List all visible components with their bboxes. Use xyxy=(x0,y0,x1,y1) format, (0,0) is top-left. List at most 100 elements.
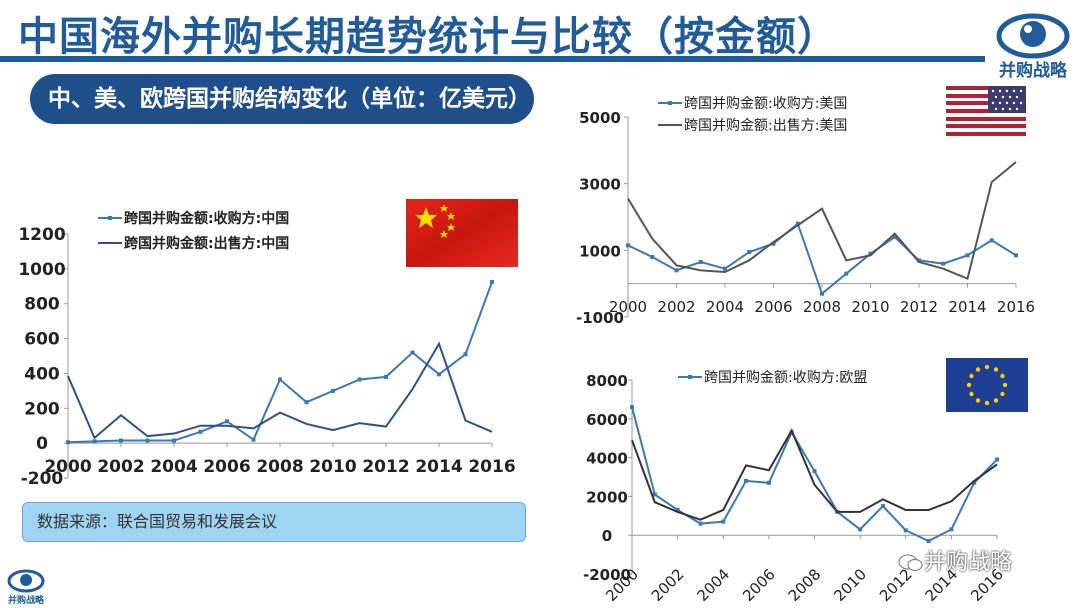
data-point xyxy=(965,253,970,258)
data-point xyxy=(630,405,634,410)
x-tick-label: 2006 xyxy=(739,565,779,605)
data-point xyxy=(995,457,999,462)
series-line xyxy=(631,406,998,543)
logo-text: 并购战略 xyxy=(999,60,1068,81)
data-point xyxy=(721,519,726,524)
x-tick-label: 2004 xyxy=(150,457,197,477)
y-tick-label: 1000 xyxy=(579,242,621,260)
data-point xyxy=(820,291,824,296)
data-point xyxy=(463,352,468,357)
data-point xyxy=(490,279,494,284)
data-point xyxy=(198,429,203,434)
data-point xyxy=(892,235,897,239)
x-tick-label: 2004 xyxy=(706,298,744,316)
eye-logo-small-icon: 并购战略 xyxy=(7,569,45,606)
legend-marker xyxy=(108,216,112,220)
eye-logo-icon: 并购战略 xyxy=(996,13,1070,81)
watermark-text: 并购战略 xyxy=(924,550,1013,575)
y-tick-label: 400 xyxy=(24,364,60,384)
page-title: 中国海外并购长期趋势统计与比较（按金额） xyxy=(18,14,838,60)
x-tick-label: 2000 xyxy=(44,457,91,477)
data-source-note: 数据来源：联合国贸易和发展会议 xyxy=(22,502,526,542)
x-tick-label: 2010 xyxy=(830,565,870,605)
x-tick-label: 2016 xyxy=(997,298,1035,316)
data-point xyxy=(304,400,309,405)
data-point xyxy=(698,260,703,264)
data-point xyxy=(626,243,630,248)
data-point xyxy=(972,480,977,485)
legend-label: 跨国并购金额:收购方:欧盟 xyxy=(704,370,867,386)
y-tick-label: 200 xyxy=(24,399,60,419)
y-tick-label: 5000 xyxy=(579,109,621,127)
x-tick-label: 2014 xyxy=(415,457,462,477)
data-point xyxy=(119,438,123,443)
y-tick-label: 0 xyxy=(36,434,48,454)
legend-label: 跨国并购金额:收购方:美国 xyxy=(684,96,847,112)
data-point xyxy=(652,492,657,497)
y-tick-label: 800 xyxy=(24,295,60,315)
legend-label: 跨国并购金额:出售方:中国 xyxy=(124,235,289,252)
x-tick-label: 2002 xyxy=(657,298,695,316)
data-point xyxy=(225,419,229,424)
data-point xyxy=(844,271,849,276)
x-tick-label: 2012 xyxy=(362,457,409,477)
data-point xyxy=(744,478,749,483)
data-point xyxy=(251,437,256,442)
x-tick-label: 2002 xyxy=(648,565,688,605)
eu-flag-icon xyxy=(946,358,1028,412)
x-tick-label: 2008 xyxy=(803,298,841,316)
x-tick-label: 2014 xyxy=(948,298,986,316)
x-tick-label: 2010 xyxy=(851,298,889,316)
data-point xyxy=(868,251,873,256)
y-tick-label: 600 xyxy=(24,330,60,350)
legend-marker xyxy=(668,101,672,105)
x-tick-label: 2008 xyxy=(785,565,825,605)
data-point xyxy=(1014,253,1018,258)
data-point xyxy=(858,527,863,532)
watermark: 并购战略 xyxy=(898,544,1012,576)
y-tick-label: 1000 xyxy=(18,260,65,280)
y-tick-label: 8000 xyxy=(586,372,628,390)
data-point xyxy=(766,480,771,485)
data-point xyxy=(723,266,727,271)
data-point xyxy=(92,439,97,444)
data-point xyxy=(650,255,655,259)
y-tick-label: -200 xyxy=(21,469,64,489)
data-point xyxy=(145,438,150,443)
data-point xyxy=(66,440,70,445)
x-tick-label: 2000 xyxy=(609,298,647,316)
series-line xyxy=(67,341,493,440)
china-flag-icon xyxy=(406,199,518,267)
x-tick-label: 2008 xyxy=(256,457,303,477)
data-point xyxy=(926,539,931,544)
data-point xyxy=(675,507,680,512)
data-point xyxy=(880,504,885,509)
y-tick-label: -1000 xyxy=(576,309,624,327)
data-point xyxy=(410,350,415,355)
y-tick-label: 3000 xyxy=(579,176,621,194)
data-point xyxy=(172,438,176,443)
y-tick-label: 1200 xyxy=(18,225,65,245)
data-point xyxy=(278,377,282,382)
y-tick-label: -2000 xyxy=(583,566,631,584)
data-point xyxy=(674,268,679,273)
data-point xyxy=(698,521,703,526)
x-tick-label: 2006 xyxy=(203,457,250,477)
legend-label: 跨国并购金额:出售方:美国 xyxy=(684,118,847,134)
x-tick-label: 2002 xyxy=(97,457,144,477)
y-tick-label: 6000 xyxy=(586,411,628,429)
data-point xyxy=(941,261,946,266)
data-point xyxy=(917,258,921,263)
legend-marker xyxy=(688,375,692,379)
series-line xyxy=(627,161,1017,281)
x-tick-label: 2012 xyxy=(900,298,938,316)
legend-label: 跨国并购金额:收购方:中国 xyxy=(124,210,289,227)
data-point xyxy=(903,528,908,533)
series-line xyxy=(631,428,998,521)
logo-small-text: 并购战略 xyxy=(8,594,45,606)
x-tick-label: 2004 xyxy=(693,565,733,605)
title-underline xyxy=(0,56,985,62)
